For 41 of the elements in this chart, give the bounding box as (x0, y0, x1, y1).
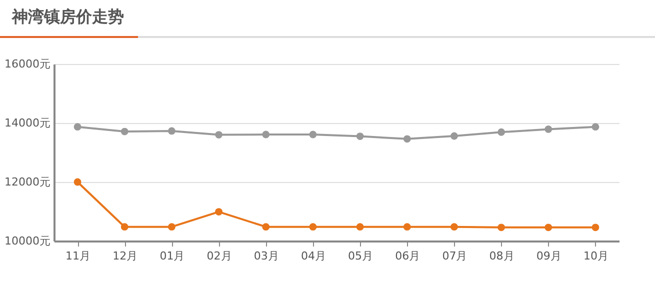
point (215, 208, 222, 216)
point (215, 131, 222, 138)
point (262, 223, 270, 231)
x-tick-label: 07月 (442, 250, 468, 262)
point (592, 224, 600, 232)
y-tick-label: 16000元 (4, 58, 50, 70)
x-tick-label: 02月 (206, 250, 232, 262)
x-tick-label: 03月 (254, 250, 279, 262)
point (356, 132, 364, 140)
x-tick-label: 04月 (300, 250, 326, 262)
point (168, 223, 176, 231)
x-tick-label: 05月 (348, 250, 374, 262)
point (403, 135, 411, 143)
point (74, 123, 82, 131)
chart-title: 神湾镇房价走势 (12, 7, 124, 28)
x-tick-label: 09月 (536, 250, 562, 262)
y-tick-label: 12000元 (4, 176, 50, 188)
point (168, 127, 176, 135)
x-tick-label: 10月 (583, 250, 608, 262)
point (309, 223, 317, 231)
point (498, 224, 505, 232)
point (544, 125, 552, 133)
x-tick-label: 12月 (112, 250, 138, 262)
x-tick-label: 06月 (395, 250, 420, 262)
point (403, 223, 411, 231)
point (450, 223, 458, 231)
point (356, 223, 364, 231)
x-tick-label: 11月 (66, 250, 91, 262)
point (498, 128, 505, 136)
point (450, 132, 458, 140)
point (309, 130, 317, 138)
point (262, 130, 270, 138)
y-tick-label: 14000元 (4, 116, 50, 130)
point (74, 178, 82, 186)
point (592, 123, 600, 131)
x-tick-label: 08月 (489, 250, 514, 262)
point (120, 223, 128, 231)
x-tick-label: 01月 (160, 250, 185, 262)
y-tick-label: 10000元 (4, 234, 50, 248)
point (120, 128, 128, 136)
point (544, 224, 552, 232)
